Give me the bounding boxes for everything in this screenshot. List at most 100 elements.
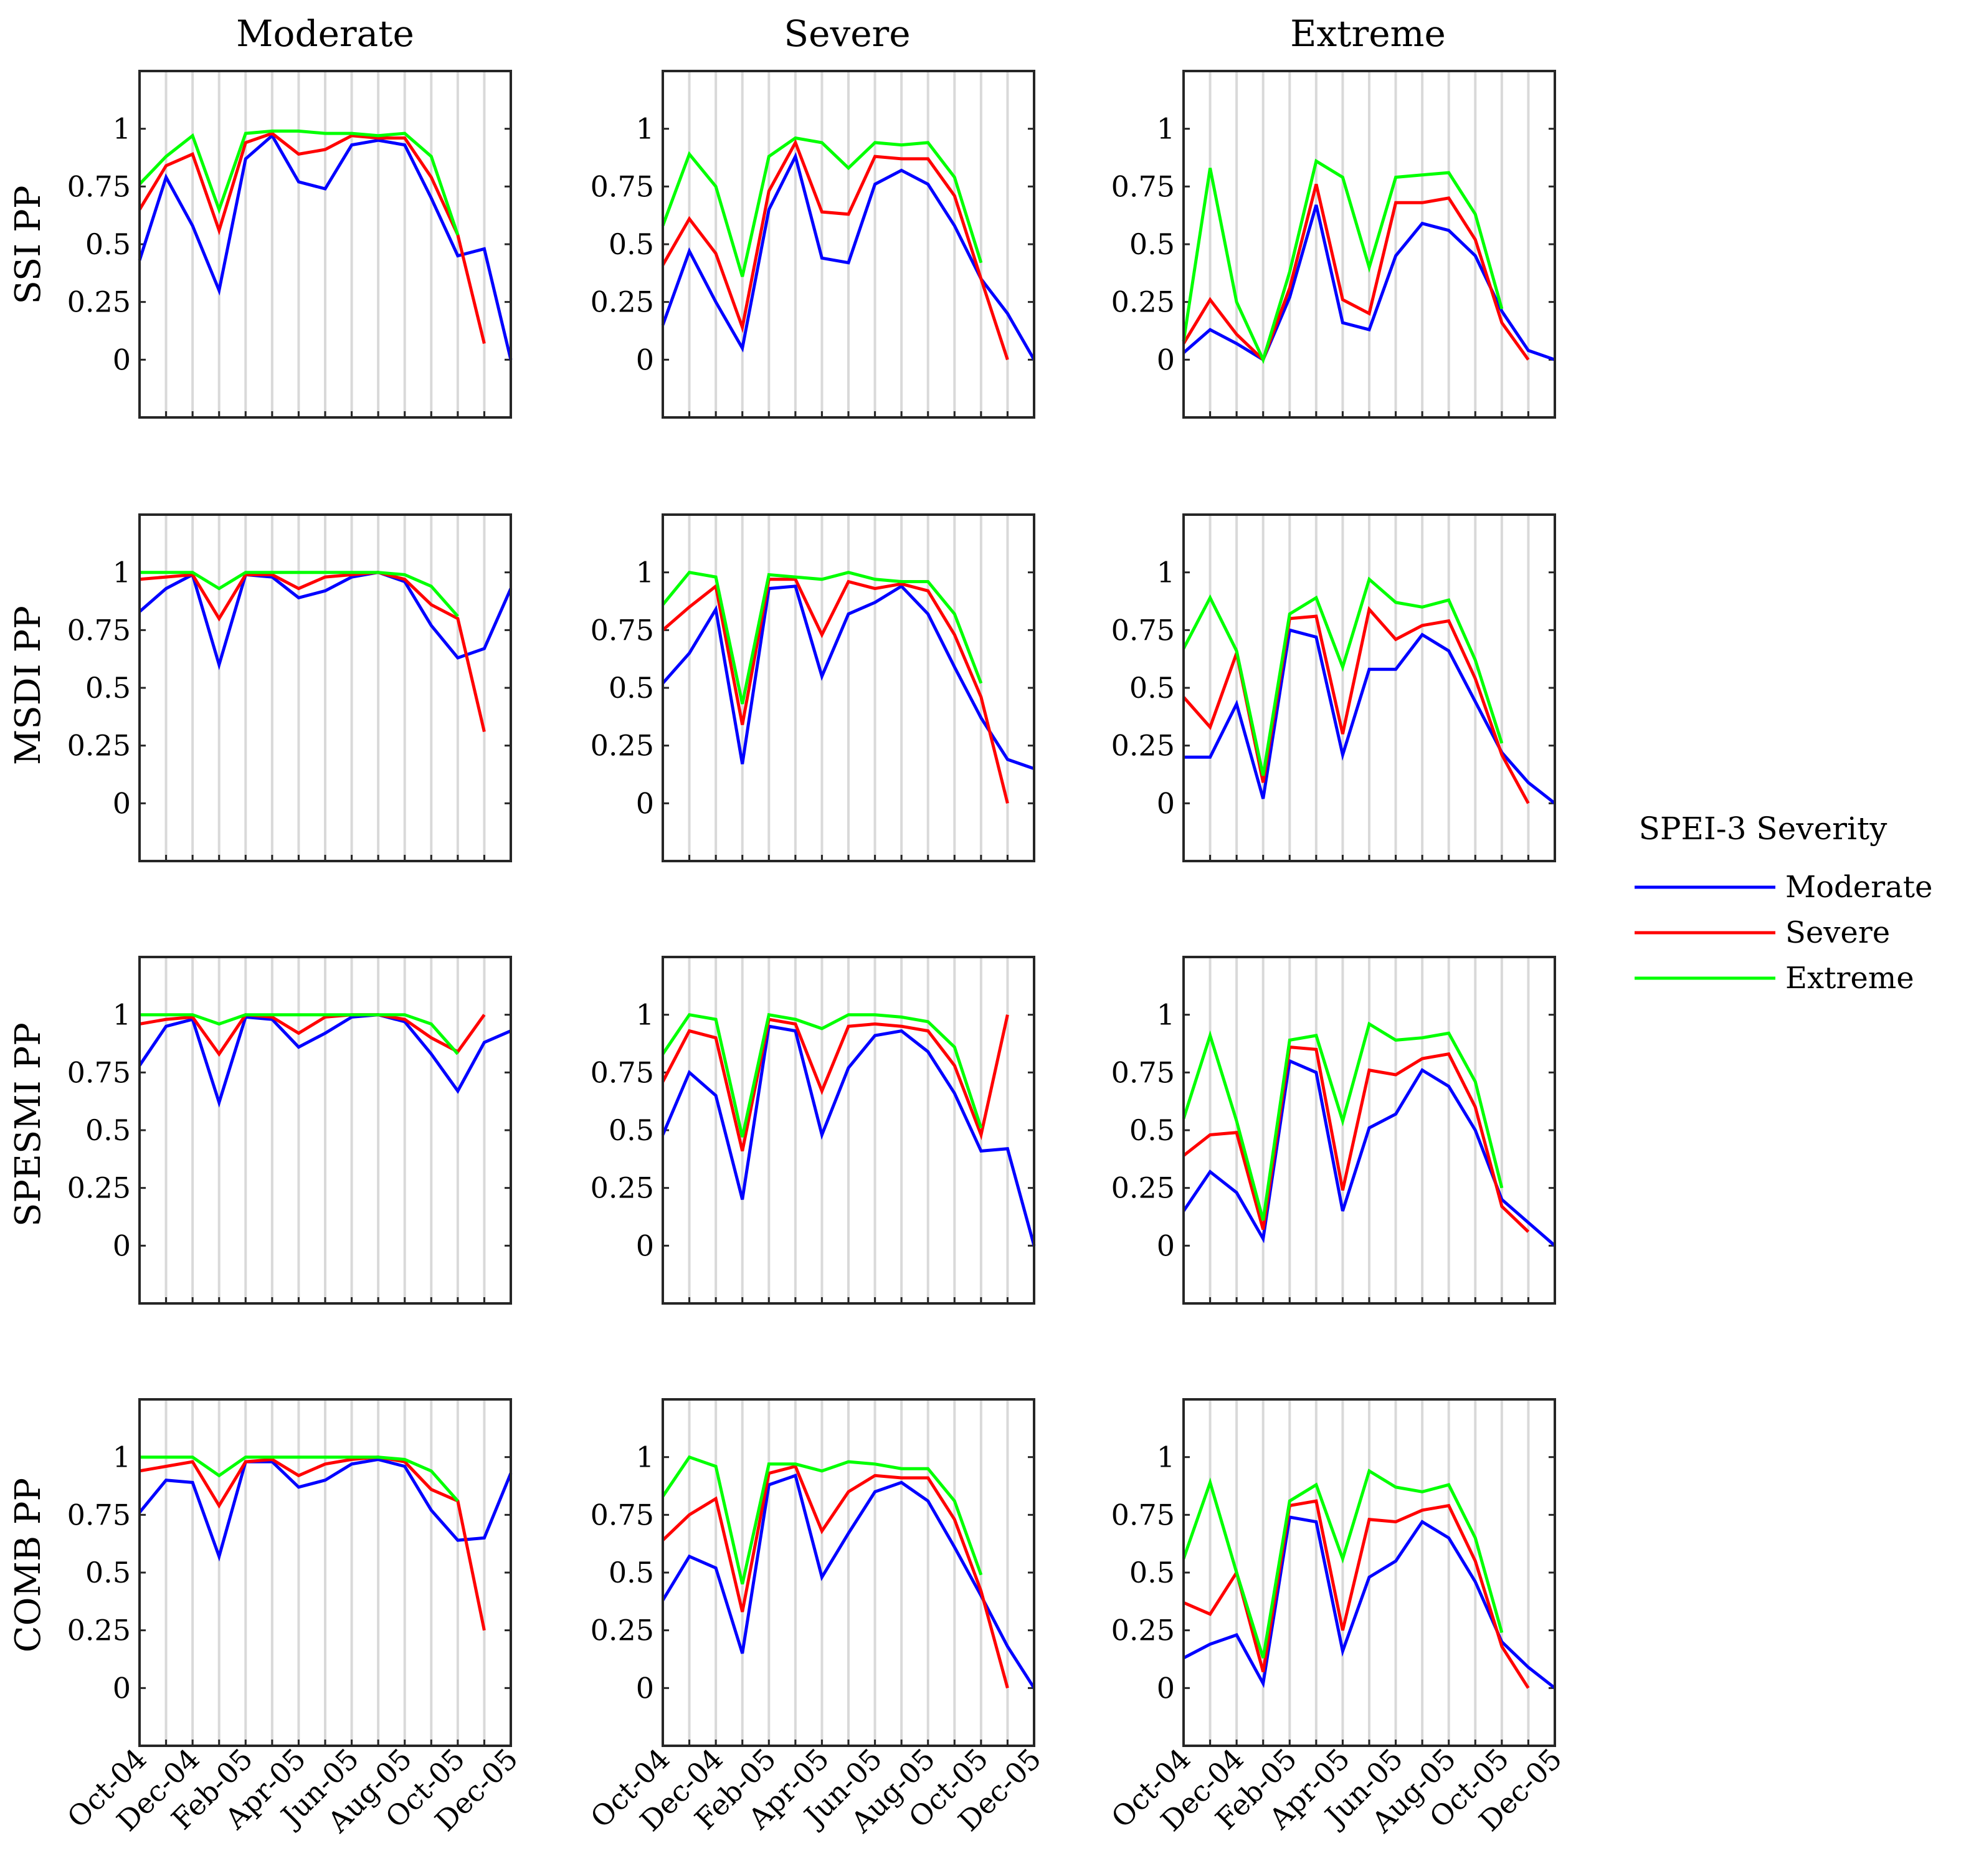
series-line-severe: [138, 131, 486, 344]
y-tick-label: 0.75: [591, 613, 654, 647]
series-line-extreme: [661, 1455, 983, 1585]
y-tick-label: 1: [1157, 556, 1175, 589]
y-tick-label: 0.5: [85, 1113, 131, 1147]
series-line-extreme: [1182, 1021, 1504, 1221]
series-line-extreme: [662, 570, 983, 705]
series-line-severe: [139, 1013, 486, 1057]
legend-title: SPEI-3 Severity: [1639, 811, 1887, 847]
y-tick-label: 0.5: [85, 671, 131, 705]
column-titles: Moderate Severe Extreme: [236, 12, 1446, 55]
panel-msdi-moderate: 0 0.25 0.5 0.75 1: [67, 513, 513, 862]
y-tick-label: 0: [636, 1229, 654, 1262]
series-line-moderate: [1184, 628, 1556, 805]
y-tick-label: 0.75: [591, 1498, 654, 1531]
series-line-severe: [662, 578, 1009, 804]
series-line-moderate: [138, 133, 513, 360]
y-tick-label: 0.25: [1111, 1614, 1175, 1647]
panels: 00.250.50.75100.250.50.75100.250.50.7510…: [60, 70, 1569, 1839]
row-label-msdi: MSDI PP: [8, 606, 49, 765]
y-tick-label: 0.25: [591, 1171, 654, 1205]
y-tick-label: 1: [636, 112, 654, 146]
y-tick-label: 0.5: [1129, 227, 1175, 261]
y-tick-label: 0.75: [67, 613, 131, 647]
y-tick-label: 0.5: [1129, 1556, 1175, 1589]
panel-comb-severe: 00.250.50.751Oct-04Dec-04Feb-05Apr-05Jun…: [584, 1398, 1048, 1839]
axes-box: [662, 1398, 1035, 1747]
y-tick-label: 0.75: [67, 1055, 131, 1089]
row-label-spesmi: SPESMI PP: [8, 1022, 49, 1227]
panel-ssi-moderate: 0 0.25 0.5 0.75 1: [67, 70, 513, 419]
y-tick-label: 0.75: [67, 1498, 131, 1531]
axes-box: [138, 956, 512, 1305]
axes-box: [1182, 1398, 1556, 1747]
y-tick-label: 0.5: [1129, 1113, 1175, 1147]
series-line-extreme: [661, 136, 983, 277]
y-tick-label: 0: [1157, 1229, 1175, 1262]
y-tick-label: 0.5: [609, 671, 654, 705]
y-tick-label: 0: [113, 1671, 131, 1705]
series-line-extreme: [138, 129, 460, 236]
y-tick-label: 0.25: [1111, 285, 1175, 319]
series-line-moderate: [138, 1013, 511, 1108]
y-tick-label: 1: [113, 998, 131, 1032]
legend-label-severe: Severe: [1785, 915, 1890, 950]
series-line-extreme: [140, 1013, 459, 1055]
row-label-ssi: SSI PP: [8, 185, 49, 304]
y-tick-label: 1: [636, 556, 654, 589]
y-tick-label: 0.25: [591, 729, 654, 763]
col-title-extreme: Extreme: [1290, 12, 1446, 55]
y-tick-label: 0.25: [591, 1614, 654, 1647]
panel-spesmi-severe: 0 0.25 0.5 0.75 1: [591, 956, 1036, 1305]
axes-box: [138, 1398, 512, 1747]
series-line-extreme: [1182, 1469, 1504, 1659]
series-line-extreme: [1182, 576, 1504, 776]
y-tick-label: 0: [1157, 343, 1175, 376]
y-tick-label: 0.25: [67, 285, 131, 319]
panel-ssi-extreme: 0 0.25 0.5 0.75 1: [1111, 70, 1556, 419]
col-title-moderate: Moderate: [236, 12, 414, 55]
series-line-severe: [139, 1455, 486, 1631]
panel-spesmi-moderate: 0 0.25 0.5 0.75 1: [67, 956, 512, 1305]
y-tick-label: 0.75: [1111, 613, 1175, 647]
series-line-moderate: [138, 571, 513, 670]
legend-label-moderate: Moderate: [1785, 870, 1932, 905]
axes-box: [138, 70, 512, 419]
y-tick-label: 1: [636, 1440, 654, 1474]
y-tick-label: 1: [1157, 112, 1175, 146]
legend: SPEI-3 Severity Moderate Severe Extreme: [1635, 811, 1932, 996]
y-tick-label: 0.5: [85, 1556, 131, 1589]
y-tick-label: 0.75: [1111, 1498, 1175, 1531]
y-tick-label: 0.5: [609, 227, 654, 261]
y-tick-label: 0.25: [591, 285, 654, 319]
series-line-moderate: [661, 1474, 1036, 1689]
panel-comb-extreme: 00.250.50.751Oct-04Dec-04Feb-05Apr-05Jun…: [1104, 1398, 1569, 1839]
y-tick-label: 1: [636, 998, 654, 1032]
series-line-severe: [661, 1014, 1009, 1151]
axes-box: [662, 956, 1035, 1305]
y-tick-label: 0: [113, 343, 131, 376]
y-tick-label: 0: [1157, 1671, 1175, 1705]
series-line-extreme: [1182, 158, 1504, 364]
series-line-moderate: [662, 584, 1035, 771]
series-line-extreme: [661, 1012, 983, 1138]
series-line-severe: [1182, 1045, 1530, 1233]
y-tick-label: 0.5: [609, 1556, 654, 1589]
series-line-severe: [662, 1464, 1009, 1688]
y-tick-label: 0.5: [1129, 671, 1175, 705]
series-line-moderate: [661, 1024, 1036, 1246]
y-tick-label: 0.25: [67, 729, 131, 763]
axes-box: [662, 513, 1035, 862]
y-tick-label: 0.75: [591, 1055, 654, 1089]
y-tick-label: 1: [113, 556, 131, 589]
y-tick-label: 1: [113, 1440, 131, 1474]
y-tick-label: 1: [1157, 998, 1175, 1032]
y-tick-label: 0: [636, 343, 654, 376]
y-tick-label: 0.75: [67, 169, 131, 203]
axes-box: [1182, 70, 1556, 419]
series-line-extreme: [140, 571, 459, 617]
y-tick-label: 0: [113, 1229, 131, 1262]
y-tick-label: 0: [636, 786, 654, 820]
y-tick-label: 0: [113, 786, 131, 820]
y-tick-label: 1: [113, 112, 131, 146]
